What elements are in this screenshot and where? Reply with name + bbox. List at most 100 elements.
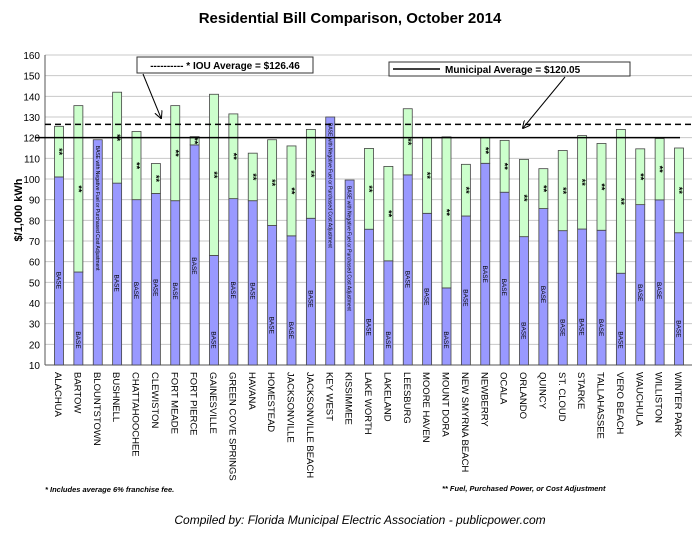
- municipal-legend-label: Municipal Average = $120.05: [445, 65, 581, 76]
- base-label: BASE: [461, 289, 468, 307]
- bar-base: [73, 271, 84, 366]
- base-label: BASE: [113, 274, 120, 292]
- base-label: BASE: [675, 320, 682, 338]
- x-tick-label: HAVANA: [246, 372, 257, 410]
- fuel-marker: **: [54, 148, 64, 156]
- bar-base: [615, 272, 626, 366]
- iou-arrow: [142, 73, 161, 118]
- bar-fuel: [383, 165, 394, 262]
- base-label: BASE: [442, 331, 449, 349]
- negative-fuel-label: BASE with Negative Fuel or Purchased Cos…: [326, 123, 332, 248]
- municipal-legend-box: [388, 61, 631, 77]
- chart-title: Residential Bill Comparison, October 201…: [199, 10, 502, 27]
- y-tick-label: 10: [29, 361, 41, 372]
- x-tick-label: LAKELAND: [381, 372, 392, 422]
- bar-fuel: [577, 135, 588, 230]
- x-tick-label: HOMESTEAD: [265, 372, 276, 432]
- credit: Compiled by: Florida Municipal Electric …: [174, 513, 545, 527]
- bar-base: [325, 116, 336, 366]
- x-tick-label: NEWBERRY: [478, 372, 489, 427]
- bar-fuel: [538, 168, 549, 209]
- x-tick-label: FORT PIERCE: [188, 372, 199, 436]
- base-label: BASE: [384, 331, 391, 349]
- x-tick-label: GREEN COVE SPRINGS: [226, 372, 237, 481]
- fuel-marker: **: [306, 170, 316, 178]
- bar-base: [286, 235, 297, 366]
- negative-fuel-label: BASE with Negative Fuel or Purchased Cos…: [346, 186, 352, 311]
- bar-fuel: [402, 108, 413, 176]
- bar-fuel: [596, 143, 607, 231]
- municipal-arrow: [523, 76, 566, 128]
- fuel-marker: **: [538, 185, 548, 193]
- footnote-right: ** Fuel, Purchased Power, or Cost Adjust…: [442, 484, 606, 493]
- x-tick-label: LAKE WORTH: [362, 372, 373, 435]
- x-tick-label: ST. CLOUD: [556, 372, 567, 422]
- base-label: BASE: [287, 322, 294, 340]
- x-tick-label: QUINCY: [536, 372, 547, 410]
- base-label: BASE: [151, 279, 158, 297]
- fuel-marker: **: [500, 163, 510, 171]
- fuel-marker: **: [519, 195, 529, 203]
- x-tick-label: VERO BEACH: [614, 372, 625, 434]
- fuel-marker: **: [267, 179, 277, 187]
- bar-fuel: [189, 136, 200, 146]
- bar-fuel: [654, 138, 665, 201]
- x-tick-label: BUSHNELL: [110, 372, 121, 422]
- base-label: BASE: [365, 318, 372, 336]
- base-label: BASE: [132, 282, 139, 300]
- base-label: BASE: [597, 319, 604, 337]
- y-tick-label: 70: [29, 237, 41, 248]
- x-tick-label: ORLANDO: [517, 372, 528, 419]
- bar-base: [267, 225, 278, 366]
- x-tick-label: TALLAHASSEE: [595, 372, 606, 439]
- bar-fuel: [209, 93, 219, 256]
- bar-base: [189, 144, 200, 366]
- x-tick-label: BARTOW: [71, 372, 82, 413]
- bar-fuel: [247, 152, 258, 202]
- y-tick-label: 40: [29, 299, 41, 310]
- x-tick-label: CLEWISTON: [149, 372, 160, 428]
- base-label: BASE: [558, 319, 565, 337]
- bar-base: [674, 232, 684, 366]
- bar-base: [92, 139, 103, 366]
- bar-fuel: [73, 105, 84, 273]
- bar-fuel: [674, 147, 684, 234]
- fuel-marker: **: [73, 185, 83, 193]
- fuel-marker: **: [616, 198, 626, 206]
- bar-base: [480, 162, 491, 366]
- y-tick-label: 80: [29, 216, 41, 227]
- y-tick-label: 60: [29, 258, 41, 269]
- y-tick-label: 110: [24, 154, 40, 165]
- x-tick-label: MOUNT DORA: [440, 372, 451, 437]
- x-tick-label: ALACHUA: [52, 372, 63, 418]
- bar-fuel: [170, 105, 181, 202]
- base-label: BASE: [229, 281, 236, 299]
- bar-base: [577, 228, 588, 366]
- fuel-marker: **: [151, 175, 161, 183]
- y-tick-label: 90: [29, 196, 41, 207]
- x-tick-label: CHATTAHOOCHEE: [130, 372, 141, 457]
- fuel-marker: **: [383, 210, 393, 218]
- fuel-marker: **: [577, 179, 587, 187]
- negative-fuel-label: BASE with Negative Fuel or Purchased Cos…: [94, 146, 100, 271]
- x-tick-label: FORT MEADE: [168, 372, 179, 434]
- base-label: BASE: [171, 282, 178, 300]
- base-label: BASE: [268, 317, 275, 335]
- x-tick-label: STARKE: [575, 372, 586, 409]
- bar-base: [441, 287, 452, 366]
- x-tick-label: WAUCHULA: [633, 372, 644, 427]
- fuel-marker: **: [655, 166, 665, 174]
- iou-legend-label: ---------- * IOU Average = $126.46: [150, 61, 300, 72]
- fuel-marker: **: [480, 147, 490, 155]
- x-tick-label: GAINESVILLE: [207, 372, 218, 434]
- bar-fuel: [228, 113, 239, 200]
- base-label: BASE: [636, 284, 643, 302]
- base-label: BASE: [210, 331, 217, 349]
- fuel-marker: **: [597, 183, 607, 191]
- x-tick-label: WILLISTON: [653, 372, 664, 423]
- x-tick-label: KISSIMMEE: [343, 372, 354, 425]
- x-tick-label: JACKSONVILLE BEACH: [304, 372, 315, 478]
- base-label: BASE: [55, 272, 62, 290]
- bar-fuel: [131, 131, 142, 201]
